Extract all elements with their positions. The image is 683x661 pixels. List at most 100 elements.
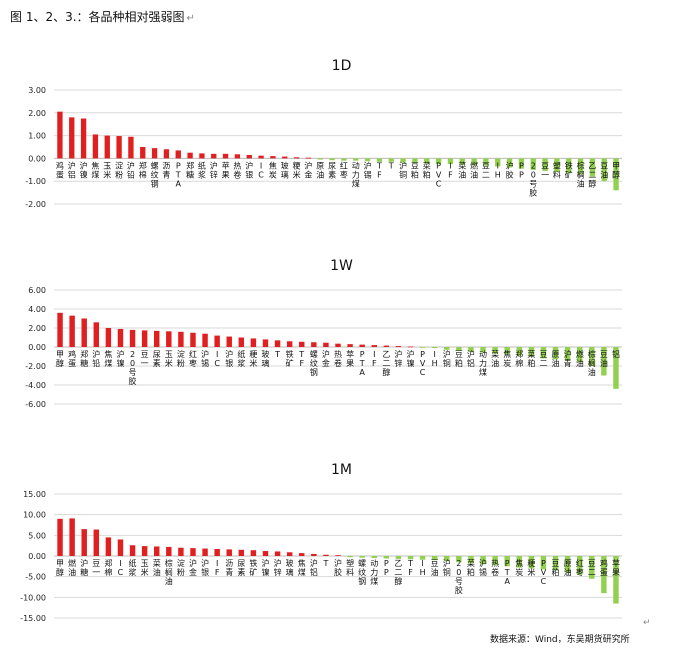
bar-positive [57,111,63,159]
category-label: 焦炭 [515,558,523,577]
bar-positive [140,147,146,159]
category-label: 热卷 [233,160,241,179]
bar-negative [419,347,426,348]
bar-positive [214,335,220,347]
bar-positive [190,548,196,556]
bar-positive [141,546,148,556]
bar-negative [576,347,583,363]
bar-positive [92,134,99,159]
bar-positive [117,328,124,347]
bar-positive [187,152,193,159]
category-label: 乙二醇 [394,559,402,586]
category-label: 沪锌 [394,349,402,368]
category-label: 玉米 [103,161,111,179]
category-label: 铁矿 [249,558,257,577]
category-label: 螺纹钢 [358,558,366,586]
bar-positive [69,117,75,159]
category-label: 螺纹钢 [151,160,159,188]
bar-negative [424,158,430,164]
bar-positive [258,155,264,159]
category-label: 原油 [552,350,560,368]
bar-positive [57,312,63,347]
y-tick-label: 1.00 [28,132,46,141]
bar-positive [347,344,353,347]
category-label: 粳米 [527,558,535,577]
bar-positive [175,150,181,159]
bar-positive [262,339,269,347]
bar-positive [286,552,293,556]
category-label: 动力煤 [370,558,378,586]
bar-positive [238,549,245,556]
category-label: 热卷 [334,349,342,368]
category-label: 甲醇 [612,161,620,179]
category-label: 甲醇 [56,559,64,577]
category-label: 铁矿 [565,160,573,179]
bar-negative [552,347,559,360]
bar-negative [601,556,607,594]
category-label: 沪铝 [310,558,318,577]
bar-negative [613,556,619,604]
bar-positive [211,153,217,159]
category-label: 苹果 [222,160,230,179]
y-tick-label: -6.00 [25,400,46,409]
y-tick-label: 3.00 [28,86,46,95]
category-label: 淀粉 [115,160,123,179]
category-label: 菜粕 [467,558,475,577]
category-label: 豆油 [431,559,439,577]
bar-negative [506,158,513,168]
y-tick-label: -1.00 [25,177,46,186]
return-mark-icon: ↵ [186,13,195,24]
category-label: 沥青 [225,559,233,577]
bar-negative [540,347,547,359]
bar-positive [407,346,414,348]
bar-negative [504,556,510,567]
bar-positive [117,539,124,556]
category-label: 焦煤 [298,558,306,577]
bar-negative [601,347,607,376]
bar-positive [141,330,148,347]
bar-positive [383,345,390,347]
source-note: 数据来源：Wind，东吴期货研究所 [490,635,630,645]
category-label: 塑料 [553,161,561,179]
y-tick-label: 2.00 [28,109,46,118]
bar-negative [459,158,465,165]
category-label: 沪青 [564,349,572,368]
bar-positive [93,322,100,347]
category-label: 郑糖 [80,349,88,368]
bar-positive [190,332,196,347]
chart-1m-svg: 15.0010.005.000.00-5.00-10.00-15.00甲醇燃油沪… [20,490,622,623]
category-label: 沪银 [201,558,209,577]
bar-negative [528,347,535,357]
bar-negative [480,347,486,353]
category-label: 沪银 [245,160,253,179]
bar-negative [564,347,571,361]
category-label: 菜油 [153,558,161,577]
bar-negative [376,158,383,162]
y-tick-label: 2.00 [28,324,46,333]
bar-negative [613,158,619,191]
category-label: 纸浆 [198,160,206,179]
category-label: 纸浆 [237,349,245,368]
bar-positive [371,345,377,347]
category-label: 沪铜 [399,160,407,179]
category-label: 郑棉 [104,558,112,577]
bar-positive [105,537,112,556]
y-tick-label: -2.00 [25,362,46,371]
bar-negative [480,556,486,565]
bar-positive [116,136,122,159]
bar-negative [359,556,365,558]
bar-positive [57,518,63,556]
category-label: 豆粕 [552,559,560,577]
bar-positive [395,346,402,347]
bar-positive [270,156,276,159]
category-label: 乙二醇 [382,350,390,377]
category-label: 铝 [612,349,620,359]
bar-positive [105,328,112,347]
